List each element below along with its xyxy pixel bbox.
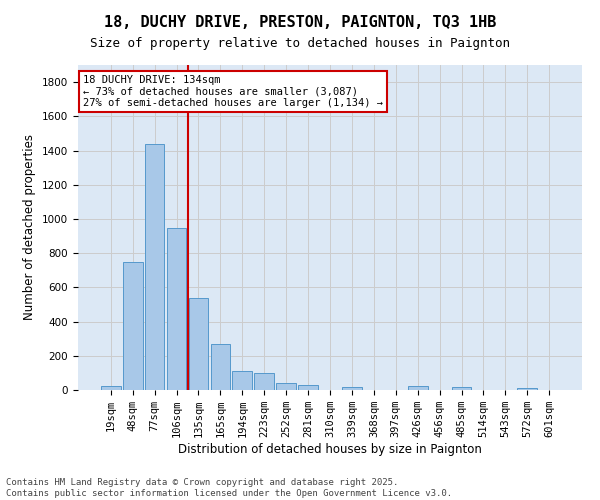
- Bar: [211, 344, 230, 390]
- Bar: [167, 228, 187, 390]
- Bar: [276, 383, 296, 390]
- X-axis label: Distribution of detached houses by size in Paignton: Distribution of detached houses by size …: [178, 443, 482, 456]
- Bar: [254, 373, 274, 390]
- Bar: [342, 387, 362, 390]
- Text: Size of property relative to detached houses in Paignton: Size of property relative to detached ho…: [90, 38, 510, 51]
- Bar: [188, 298, 208, 390]
- Y-axis label: Number of detached properties: Number of detached properties: [23, 134, 37, 320]
- Text: 18 DUCHY DRIVE: 134sqm
← 73% of detached houses are smaller (3,087)
27% of semi-: 18 DUCHY DRIVE: 134sqm ← 73% of detached…: [83, 74, 383, 108]
- Bar: [408, 386, 428, 390]
- Bar: [101, 386, 121, 390]
- Bar: [517, 388, 537, 390]
- Bar: [452, 387, 472, 390]
- Bar: [123, 262, 143, 390]
- Bar: [145, 144, 164, 390]
- Bar: [232, 371, 252, 390]
- Text: Contains HM Land Registry data © Crown copyright and database right 2025.
Contai: Contains HM Land Registry data © Crown c…: [6, 478, 452, 498]
- Bar: [298, 385, 318, 390]
- Text: 18, DUCHY DRIVE, PRESTON, PAIGNTON, TQ3 1HB: 18, DUCHY DRIVE, PRESTON, PAIGNTON, TQ3 …: [104, 15, 496, 30]
